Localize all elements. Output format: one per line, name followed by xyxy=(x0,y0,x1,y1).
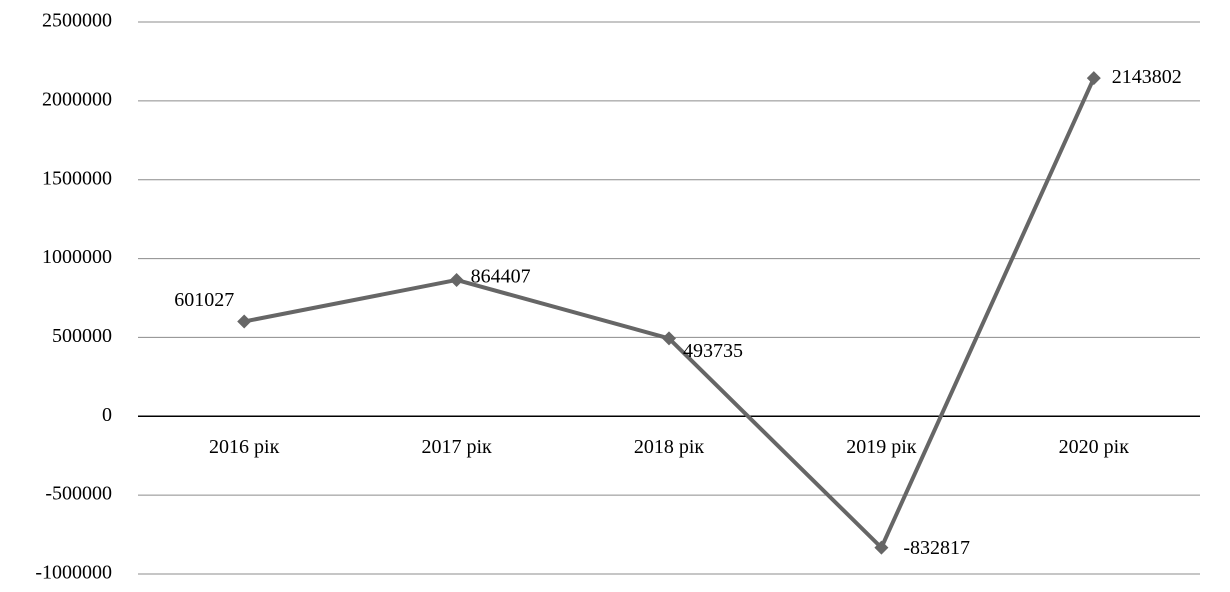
series-line xyxy=(243,77,1096,550)
marker xyxy=(874,540,889,555)
x-tick-label: 2020 рік xyxy=(1059,436,1130,458)
data-label: 493735 xyxy=(683,340,743,362)
x-tick-label: 2019 рік xyxy=(846,436,917,458)
marker xyxy=(237,314,252,329)
data-label: 2143802 xyxy=(1112,66,1182,88)
y-tick-label: 2500000 xyxy=(42,10,112,32)
y-tick-label: 2000000 xyxy=(42,88,112,110)
marker xyxy=(662,331,676,346)
y-tick-label: 1000000 xyxy=(42,246,112,268)
x-tick-label: 2018 рік xyxy=(634,436,705,458)
y-tick-label: -1000000 xyxy=(35,562,112,584)
data-label: 601027 xyxy=(174,289,234,311)
data-label: -832817 xyxy=(903,537,970,559)
x-tick-label: 2017 рік xyxy=(421,436,492,458)
x-tick-label: 2016 рік xyxy=(209,436,280,458)
y-tick-label: 0 xyxy=(102,404,112,426)
marker xyxy=(1086,71,1101,86)
y-tick-label: 1500000 xyxy=(42,167,112,189)
data-label: 864407 xyxy=(471,266,531,288)
marker xyxy=(449,272,464,287)
y-tick-label: 500000 xyxy=(52,325,112,347)
y-tick-label: -500000 xyxy=(45,483,112,505)
